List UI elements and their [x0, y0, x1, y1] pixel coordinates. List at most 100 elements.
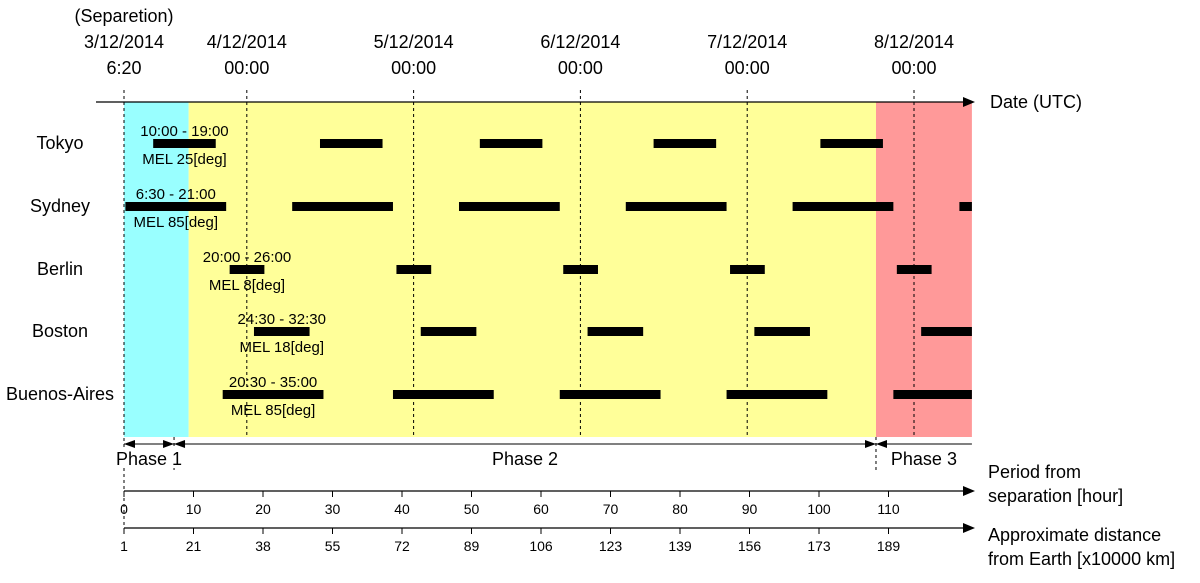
visibility-bar: [319, 139, 383, 148]
hour-axis: 0 10 20 30 40 50 60 70 80 90 100 110 Period from sepa…: [120, 462, 1123, 517]
date-label: 6/12/2014: [540, 32, 620, 52]
visibility-bar: [559, 390, 661, 399]
window-label: 20:00 - 26:00: [203, 249, 291, 266]
visibility-bar: [921, 327, 972, 336]
mel-label: MEL 85[deg]: [231, 402, 316, 419]
distance-tick-label: 173: [807, 538, 831, 554]
date-time-label: 00:00: [391, 58, 436, 78]
date-label: 7/12/2014: [707, 32, 787, 52]
separation-note: (Separetion): [74, 6, 173, 26]
hour-tick-label: 40: [394, 501, 410, 517]
mel-label: MEL 8[deg]: [209, 277, 285, 294]
distance-tick-label: 72: [394, 538, 410, 554]
visibility-bar: [253, 327, 310, 336]
visibility-bar: [420, 327, 477, 336]
date-label: 8/12/2014: [874, 32, 954, 52]
date-time-label: 00:00: [224, 58, 269, 78]
distance-axis-label-line1: Approximate distance: [988, 525, 1161, 545]
hour-tick-label: 0: [120, 501, 128, 517]
hour-tick-label: 80: [672, 501, 688, 517]
visibility-bar: [458, 202, 560, 211]
visibility-bar: [893, 390, 972, 399]
hour-tick-label: 50: [464, 501, 480, 517]
visibility-bar: [392, 390, 494, 399]
phase-arrowhead-right: [864, 440, 876, 448]
visibility-bar: [625, 202, 727, 211]
distance-tick-label: 89: [464, 538, 480, 554]
hour-tick-label: 30: [325, 501, 341, 517]
visibility-bar: [229, 265, 265, 274]
date-label: 5/12/2014: [374, 32, 454, 52]
date-time-label: 00:00: [725, 58, 770, 78]
distance-tick-label: 156: [738, 538, 762, 554]
station-name: Berlin: [37, 259, 83, 279]
window-label: 24:30 - 32:30: [238, 311, 326, 328]
date-axis-label: Date (UTC): [990, 92, 1082, 112]
station-name: Tokyo: [36, 133, 83, 153]
visibility-bar: [563, 265, 598, 274]
visibility-bar: [726, 390, 828, 399]
hour-tick-label: 70: [603, 501, 619, 517]
distance-tick-label: 139: [668, 538, 692, 554]
date-axis: Date (UTC) (Separetion) 3/12/2014 6:20 4/12/…: [74, 6, 1082, 528]
hour-tick-label: 20: [255, 501, 271, 517]
station-name: Sydney: [30, 196, 90, 216]
phase-label-bg: [485, 448, 566, 468]
hour-tick-label: 60: [533, 501, 549, 517]
date-label: 4/12/2014: [207, 32, 287, 52]
visibility-bar: [479, 139, 543, 148]
separation-date: 3/12/2014: [84, 32, 164, 52]
visibility-bar: [820, 139, 883, 148]
distance-tick-label: 106: [529, 538, 553, 554]
date-axis-arrowhead: [963, 97, 975, 107]
distance-axis-arrowhead: [963, 523, 975, 533]
phase-arrowhead-left: [124, 440, 135, 448]
phase-arrowhead-left: [875, 440, 887, 448]
distance-axis-label-line2: from Earth [x10000 km]: [988, 549, 1175, 569]
distance-tick-label: 123: [599, 538, 623, 554]
visibility-bar: [754, 327, 810, 336]
phase-label-bg: [109, 448, 190, 468]
station-name: Buenos-Aires: [6, 384, 114, 404]
phase-band-1: [124, 102, 189, 437]
date-time-label: 00:00: [558, 58, 603, 78]
phase-arrowhead-left: [174, 440, 186, 448]
visibility-bar: [153, 139, 216, 148]
mel-label: MEL 85[deg]: [134, 214, 219, 231]
window-label: 10:00 - 19:00: [140, 123, 228, 140]
mel-label: MEL 18[deg]: [240, 339, 325, 356]
visibility-bar: [959, 202, 972, 211]
station-name: Boston: [32, 321, 88, 341]
visibility-bar: [653, 139, 717, 148]
hour-tick-label: 10: [186, 501, 202, 517]
station-rows: Tokyo 10:00 - 19:00 MEL 25[deg] Sydney 6:30 …: [6, 123, 972, 419]
phase-label: Phase 2: [492, 449, 558, 469]
visibility-bar: [222, 390, 324, 399]
distance-tick-label: 1: [120, 538, 128, 554]
visibility-bar: [792, 202, 894, 211]
distance-tick-label: 21: [186, 538, 202, 554]
separation-time: 6:20: [106, 58, 141, 78]
date-time-label: 00:00: [891, 58, 936, 78]
distance-tick-label: 38: [255, 538, 271, 554]
visibility-bar: [896, 265, 932, 274]
hour-tick-label: 110: [877, 501, 900, 517]
distance-tick-label: 189: [877, 538, 901, 554]
distance-tick-label: 55: [325, 538, 341, 554]
phase-label-bg: [883, 448, 964, 468]
window-label: 6:30 - 21:00: [136, 186, 216, 203]
visibility-bar: [730, 265, 765, 274]
window-label: 20:30 - 35:00: [229, 374, 317, 391]
visibility-bar: [125, 202, 227, 211]
phase-axis: Phase 1 Phase 2 Phase 3: [109, 437, 972, 470]
hour-axis-label-line2: separation [hour]: [988, 486, 1123, 506]
visibility-bar: [292, 202, 393, 211]
hour-tick-label: 100: [807, 501, 831, 517]
phase-label: Phase 1: [116, 449, 182, 469]
hour-axis-label-line1: Period from: [988, 462, 1081, 482]
visibility-bar: [587, 327, 644, 336]
distance-axis: 1 21 38 55 72 89 106 123 139 156 173 189 Approximate…: [120, 523, 1175, 569]
visibility-bar: [396, 265, 432, 274]
hour-tick-label: 90: [742, 501, 758, 517]
